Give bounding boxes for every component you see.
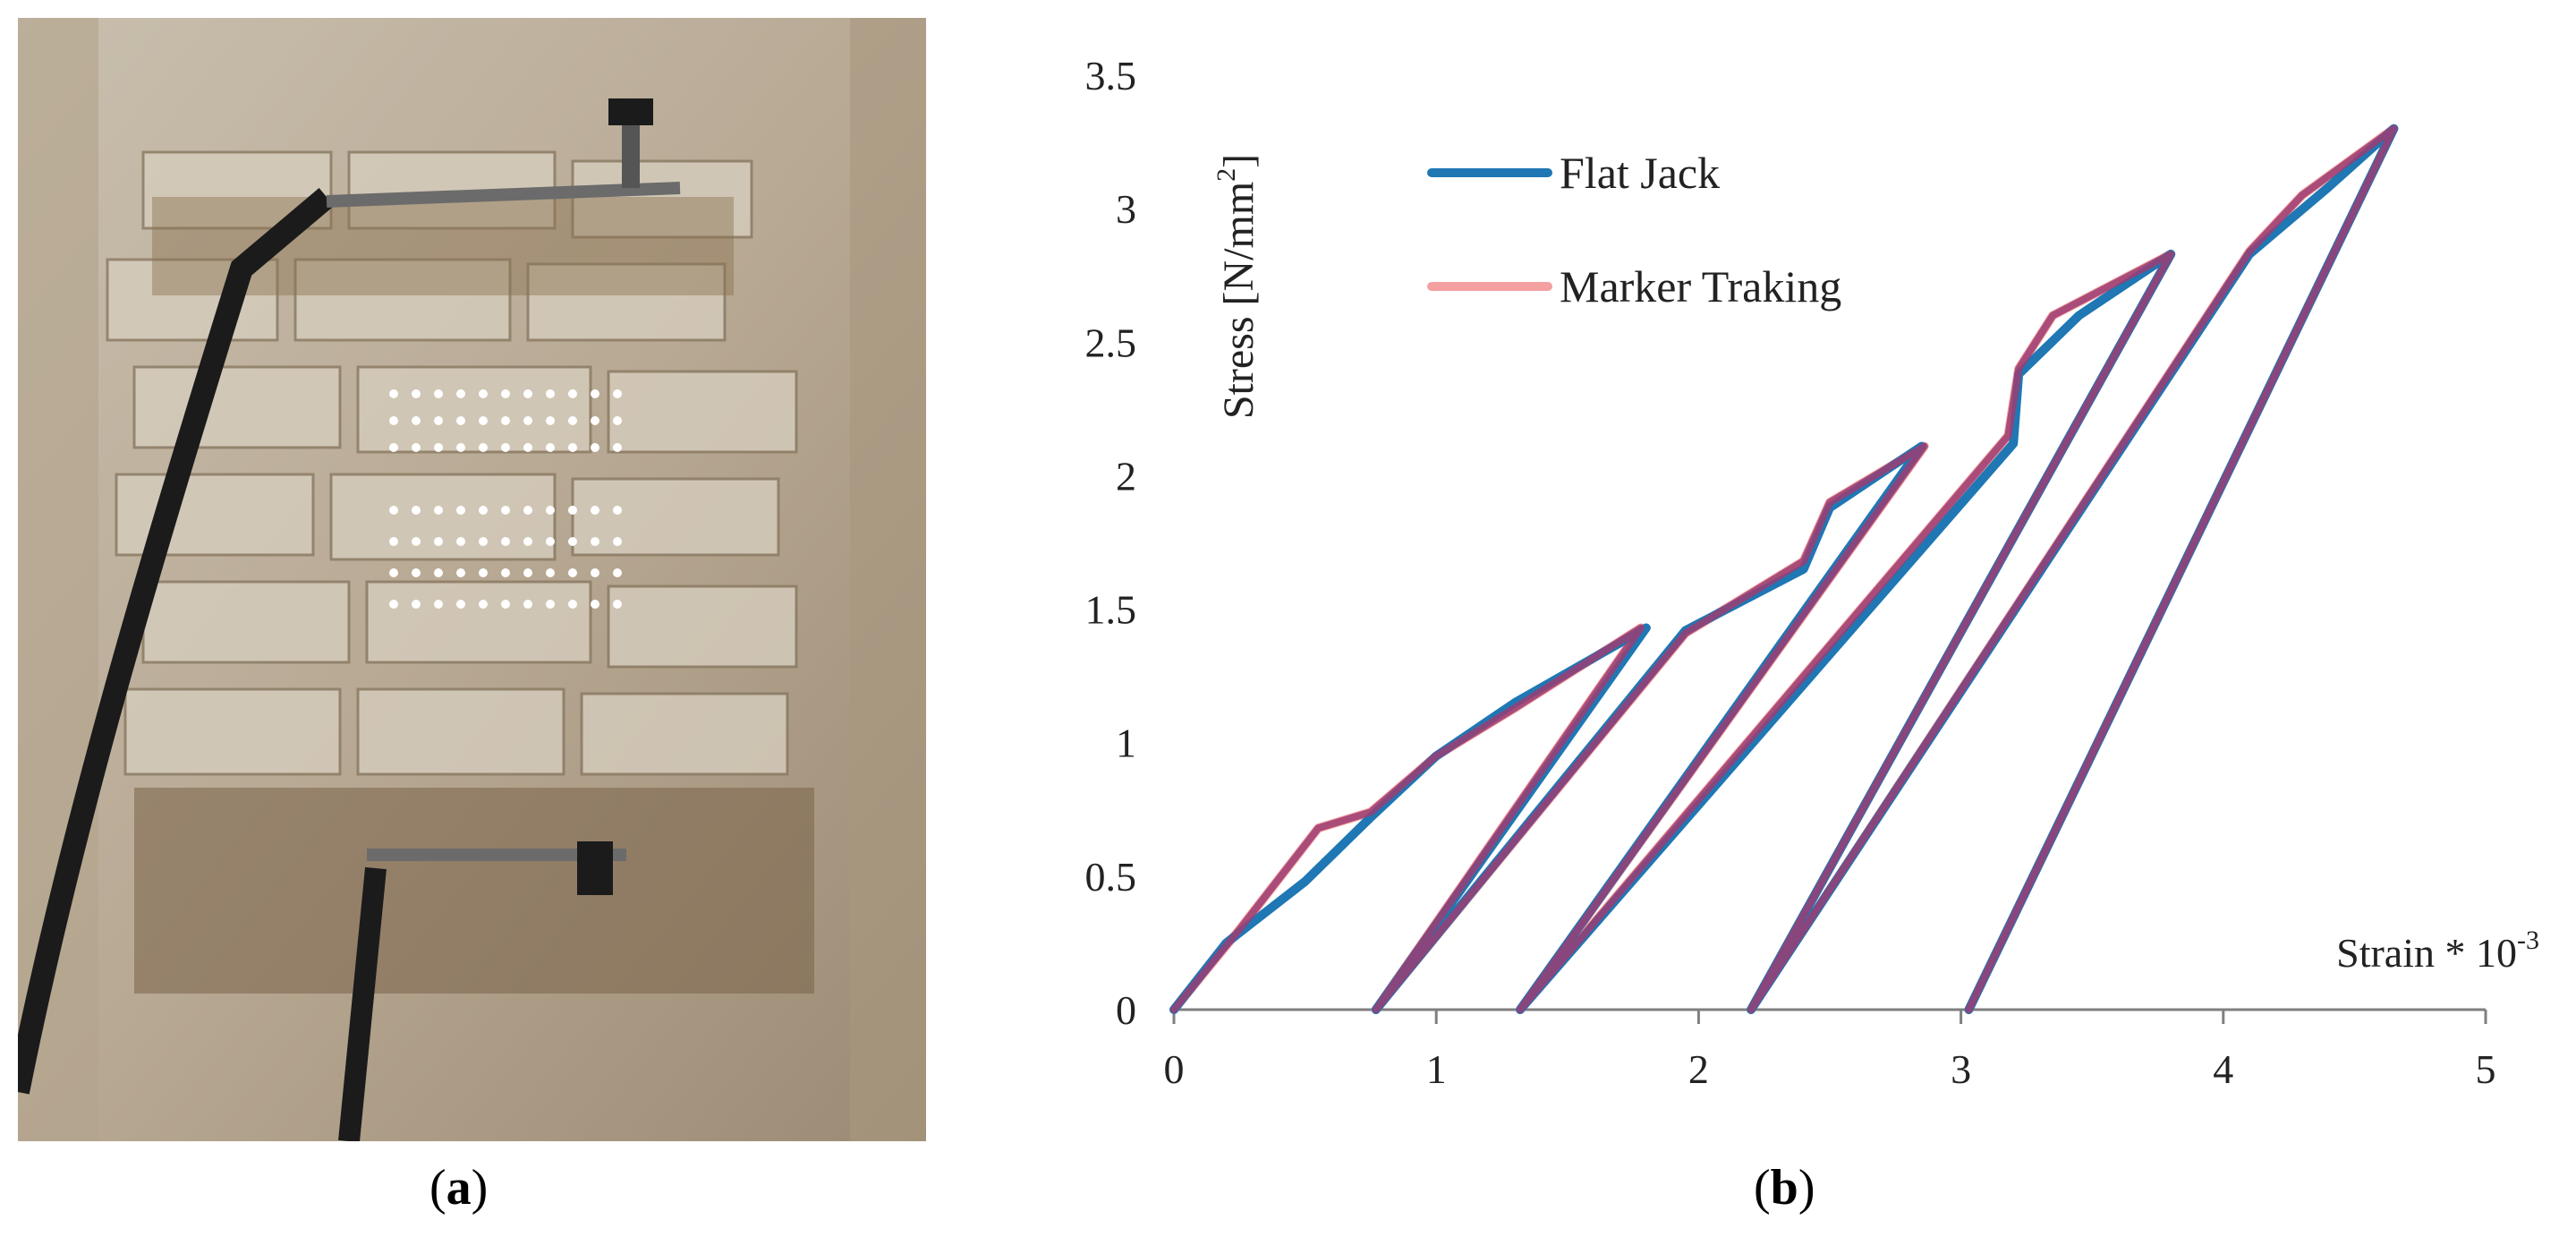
x-tick-label: 1 [1426, 1046, 1447, 1092]
chart-axis-labels: Strain * 10-3 Stress [N/mm2] [1211, 154, 2539, 976]
x-tick-label: 4 [2213, 1046, 2233, 1092]
legend-label: Marker Traking [1560, 261, 1841, 311]
y-axis-label: Stress [N/mm2] [1211, 154, 1262, 419]
x-tick-label: 2 [1688, 1046, 1709, 1092]
y-tick-label: 3 [1116, 186, 1136, 232]
legend-label: Flat Jack [1560, 148, 1720, 198]
x-tick-label: 3 [1951, 1046, 1971, 1092]
y-tick-label: 0 [1116, 987, 1136, 1033]
chart-legend: Flat Jack Marker Traking [1427, 148, 1841, 311]
y-tick-label: 1 [1116, 721, 1136, 766]
y-tick-label: 2.5 [1085, 320, 1137, 365]
caption-a: (a) [429, 1160, 489, 1216]
y-tick-label: 2 [1116, 453, 1136, 499]
chart-series [1169, 124, 2399, 1014]
x-axis-label: Strain * 10-3 [2336, 926, 2539, 976]
y-tick-label: 3.5 [1085, 53, 1137, 98]
x-tick-label: 5 [2476, 1046, 2496, 1092]
masonry-photo [18, 18, 926, 1141]
y-tick-label: 1.5 [1085, 587, 1137, 633]
chart-axes: 0 1 2 3 4 5 0 0.5 1 1.5 2 2.5 3 3.5 [1085, 53, 2496, 1092]
series-line-marker-traking [1170, 124, 2398, 1013]
y-tick-label: 0.5 [1085, 854, 1137, 900]
caption-b: (b) [1754, 1160, 1815, 1216]
x-tick-label: 0 [1164, 1046, 1185, 1092]
